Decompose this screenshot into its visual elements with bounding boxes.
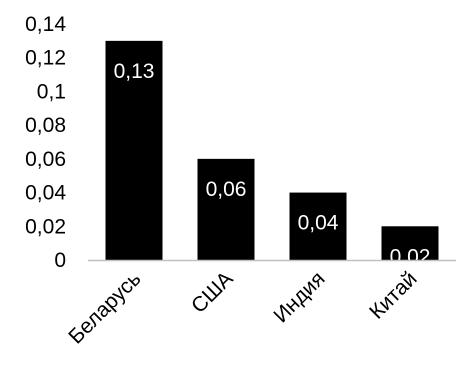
x-tick-label: Беларусь — [64, 267, 145, 348]
y-tick-label: 0,06 — [25, 148, 66, 171]
y-axis-labels: 0 0,02 0,04 0,06 0,08 0,1 0,12 0,14 — [25, 13, 66, 272]
x-tick-label: Индия — [269, 267, 329, 327]
x-tick-label: США — [187, 267, 238, 318]
x-tick-label: Китай — [365, 267, 421, 323]
x-axis-category-labels: Беларусь США Индия Китай — [64, 267, 421, 348]
bar — [105, 40, 163, 260]
y-tick-label: 0,1 — [37, 80, 66, 103]
y-tick-label: 0,02 — [25, 215, 66, 238]
data-label: 0,04 — [298, 212, 339, 235]
data-label: 0,06 — [206, 178, 247, 201]
y-tick-label: 0,14 — [25, 13, 66, 36]
y-tick-label: 0,12 — [25, 47, 66, 70]
y-tick-label: 0 — [54, 249, 66, 272]
bar — [381, 226, 439, 260]
data-label: 0,13 — [114, 60, 155, 83]
data-labels: 0,13 0,06 0,04 0,02 — [114, 60, 431, 268]
y-tick-label: 0,04 — [25, 182, 66, 205]
data-label: 0,02 — [390, 245, 431, 268]
bar — [289, 192, 347, 260]
bars — [105, 40, 439, 260]
bar — [197, 158, 255, 260]
y-tick-label: 0,08 — [25, 114, 66, 137]
